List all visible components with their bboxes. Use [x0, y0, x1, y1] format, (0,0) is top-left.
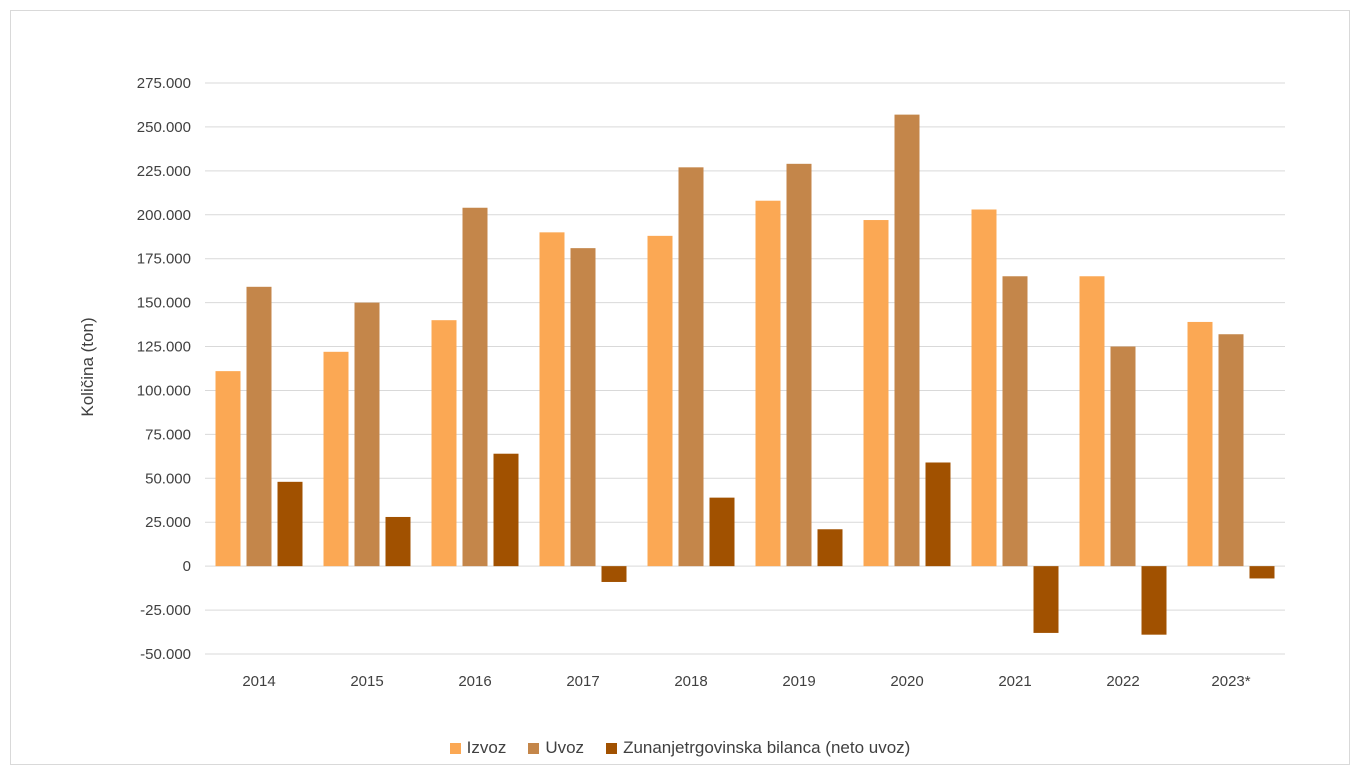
x-tick-label: 2016: [458, 673, 491, 690]
legend-label: Uvoz: [545, 738, 585, 757]
y-tick-label: 175.000: [137, 251, 191, 268]
bar-izvoz-2021: [971, 209, 997, 567]
y-tick-label: -50.000: [140, 646, 191, 663]
legend-swatch: [606, 742, 618, 754]
legend-label: Zunanjetrgovinska bilanca (neto uvoz): [623, 738, 911, 757]
y-tick-label: 250.000: [137, 119, 191, 136]
bar-uvoz-2021: [1002, 276, 1028, 567]
bar-zunanjetrgovinska-2017: [601, 566, 627, 582]
y-tick-label: 25.000: [145, 514, 191, 531]
legend-item: Uvoz: [528, 738, 584, 758]
bar-izvoz-2017: [539, 232, 565, 567]
legend-label: Izvoz: [466, 738, 507, 757]
y-tick-label: 100.000: [137, 382, 191, 399]
bar-zunanjetrgovinska-2023: [1249, 566, 1275, 579]
y-tick-label: 200.000: [137, 207, 191, 224]
y-axis-title: Količina (ton): [78, 317, 97, 416]
bar-zunanjetrgovinska-2021: [1033, 566, 1059, 633]
bar-zunanjetrgovinska-2020: [925, 462, 951, 567]
x-tick-label: 2014: [242, 673, 275, 690]
y-tick-label: 150.000: [137, 295, 191, 312]
bar-uvoz-2023: [1218, 334, 1244, 567]
y-tick-label: 275.000: [137, 75, 191, 92]
x-tick-label: 2020: [890, 673, 923, 690]
bar-zunanjetrgovinska-2016: [493, 453, 519, 567]
bar-uvoz-2017: [570, 248, 596, 567]
bar-uvoz-2016: [462, 207, 488, 567]
bars: [215, 114, 1275, 635]
bar-uvoz-2020: [894, 114, 920, 567]
bar-zunanjetrgovinska-2014: [277, 481, 303, 567]
y-tick-label: 75.000: [145, 426, 191, 443]
legend: Izvoz Uvoz Zunanjetrgovinska bilanca (neto…: [0, 738, 1360, 758]
bar-izvoz-2022: [1079, 276, 1105, 567]
bar-izvoz-2020: [863, 220, 889, 567]
bar-izvoz-2015: [323, 351, 349, 567]
bar-izvoz-2018: [647, 235, 673, 567]
bar-izvoz-2014: [215, 371, 241, 567]
x-tick-label: 2015: [350, 673, 383, 690]
bar-uvoz-2018: [678, 167, 704, 567]
y-tick-label: 225.000: [137, 163, 191, 180]
bar-izvoz-2023: [1187, 321, 1213, 567]
bar-izvoz-2019: [755, 200, 781, 567]
bar-uvoz-2019: [786, 163, 812, 567]
gridlines: [205, 82, 1285, 655]
bar-zunanjetrgovinska-2015: [385, 516, 411, 567]
legend-item: Izvoz: [449, 738, 507, 758]
y-tick-label: 50.000: [145, 470, 191, 487]
x-tick-label: 2018: [674, 673, 707, 690]
x-tick-label: 2022: [1106, 673, 1139, 690]
y-tick-label: 0: [183, 558, 191, 575]
bar-uvoz-2014: [246, 286, 272, 567]
y-tick-label: -25.000: [140, 602, 191, 619]
x-axis-tick-labels: 2014 2015 2016 2017 2018 2019 2020 2021 2022 2023…: [242, 673, 1250, 690]
legend-swatch: [449, 742, 461, 754]
legend-item: Zunanjetrgovinska bilanca (neto uvoz): [606, 738, 910, 758]
bar-izvoz-2016: [431, 320, 457, 567]
x-tick-label: 2021: [998, 673, 1031, 690]
legend-swatch: [528, 742, 540, 754]
bar-zunanjetrgovinska-2019: [817, 529, 843, 567]
x-tick-label: 2019: [782, 673, 815, 690]
bar-zunanjetrgovinska-2022: [1141, 566, 1167, 635]
chart-frame: [10, 10, 1350, 765]
y-axis-tick-labels: -50.000 -25.000 0 25.000 50.000 75.000 100.000…: [137, 75, 191, 663]
x-tick-label: 2017: [566, 673, 599, 690]
bar-uvoz-2022: [1110, 346, 1136, 567]
bar-uvoz-2015: [354, 302, 380, 567]
y-tick-label: 125.000: [137, 339, 191, 356]
bar-zunanjetrgovinska-2018: [709, 497, 735, 567]
x-tick-label: 2023*: [1211, 673, 1250, 690]
